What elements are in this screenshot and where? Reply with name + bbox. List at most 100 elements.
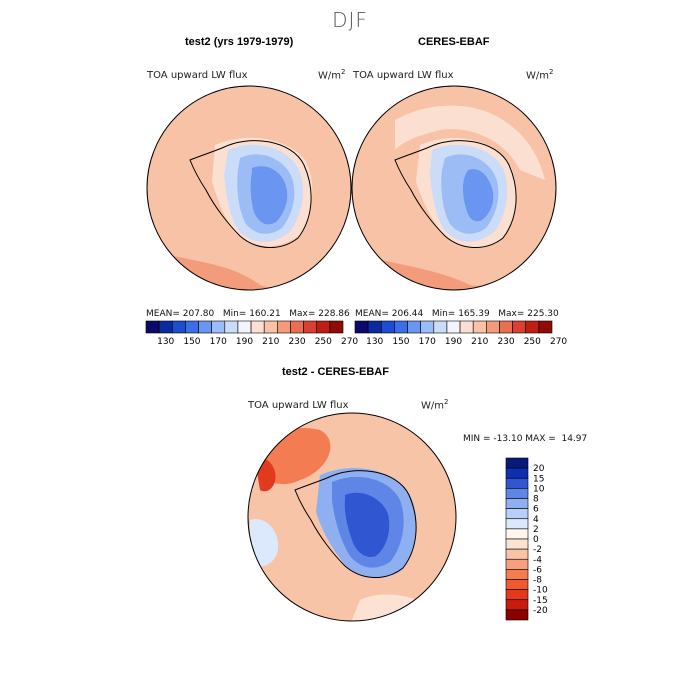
panel1-colorbar-tick-label: 170 xyxy=(210,337,227,347)
panel3-colorbar-swatch xyxy=(505,609,529,621)
panel2-colorbar-swatch xyxy=(354,320,369,334)
panel3-colorbar-swatch xyxy=(505,558,529,570)
panel1-colorbar-swatch xyxy=(316,320,331,334)
panel1-colorbar-swatch xyxy=(224,320,239,334)
panel2-title: CERES-EBAF xyxy=(418,36,490,48)
panel1-colorbar-tick-label: 270 xyxy=(341,337,358,347)
panel3-colorbar-tick-label: -20 xyxy=(533,606,548,616)
panel1-colorbar: 130 150 170 190 210 230 250 270 xyxy=(145,320,358,347)
panel2-colorbar-swatch xyxy=(380,320,395,334)
panel2-colorbar-tick-label: 230 xyxy=(497,337,514,347)
panel1-colorbar-swatch xyxy=(211,320,226,334)
panel2-colorbar-swatch xyxy=(538,320,553,334)
panel3-colorbar-swatch xyxy=(505,579,529,590)
panel1-map xyxy=(147,86,351,290)
panel3-stats: MIN = -13.10 MAX = 14.97 xyxy=(463,434,588,444)
panel3-colorbar-tick-label: 20 xyxy=(533,464,545,474)
panel2-units-exp: 2 xyxy=(549,68,554,76)
panel1-stats: MEAN= 207.80 Min= 160.21 Max= 228.86 xyxy=(146,309,350,319)
panel2-colorbar-swatch xyxy=(459,320,474,334)
panel3-colorbar-tick-label: 2 xyxy=(533,525,539,535)
panel1-colorbar-swatch xyxy=(263,320,278,334)
panel2-colorbar-swatch xyxy=(499,320,513,334)
panel3-colorbar-tick-label: 0 xyxy=(533,535,539,545)
panel3-colorbar-swatch xyxy=(505,498,529,509)
panel3-colorbar-swatch xyxy=(505,599,529,611)
panel2-colorbar-swatch xyxy=(446,320,461,334)
panel2-coastline xyxy=(394,140,517,249)
panel2-units: W/m xyxy=(526,70,549,82)
panel2-colorbar-swatch xyxy=(486,320,500,334)
panel3-map xyxy=(248,413,456,621)
panel2-colorbar-tick-label: 270 xyxy=(550,337,567,347)
panel3-colorbar-swatch xyxy=(505,488,529,499)
panel1-colorbar-tick-label: 190 xyxy=(236,337,253,347)
panel2-colorbar-swatch xyxy=(367,320,382,334)
panel1-variable-label: TOA upward LW flux xyxy=(147,70,248,81)
panel1-colorbar-swatch xyxy=(329,320,344,334)
panel3-colorbar-swatch xyxy=(505,467,529,479)
season-title: DJF xyxy=(332,8,368,32)
panel2-map-border xyxy=(351,85,557,291)
panel1-colorbar-tick-label: 250 xyxy=(315,337,332,347)
panel3-colorbar-tick-label: -4 xyxy=(533,555,542,565)
panel3-colorbar-tick-label: 10 xyxy=(533,484,545,494)
panel3-colorbar-swatch xyxy=(505,508,529,520)
panel2-colorbar-swatch xyxy=(420,320,435,334)
panel1-colorbar-tick-label: 230 xyxy=(288,337,305,347)
panel3-units-label: W/m2 xyxy=(421,398,448,411)
panel1-units-label: W/m2 xyxy=(318,68,345,81)
panel1-map-border xyxy=(146,85,352,291)
panel3-colorbar-tick-label: 15 xyxy=(533,474,544,484)
panel2-colorbar-tick-label: 190 xyxy=(445,337,462,347)
panel2-colorbar-swatch xyxy=(472,320,487,334)
panel3-colorbar-tick-label: -2 xyxy=(533,545,542,555)
panel2-colorbar-tick-label: 170 xyxy=(419,337,436,347)
panel3-colorbar-swatch xyxy=(505,528,529,540)
panel3-map-border xyxy=(247,412,457,622)
panel3-colorbar-swatch xyxy=(505,548,529,560)
panel3-units-exp: 2 xyxy=(444,398,449,406)
panel2-colorbar-tick-label: 150 xyxy=(392,337,409,347)
panel1-units: W/m xyxy=(318,70,341,82)
panel3-colorbar-tick-label: -10 xyxy=(533,586,548,596)
panel1-colorbar-swatch xyxy=(145,320,160,334)
panel2-colorbar: 130 150 170 190 210 230 250 270 xyxy=(354,320,567,347)
panel2-stats: MEAN= 206.44 Min= 165.39 Max= 225.30 xyxy=(355,309,559,319)
panel3-colorbar-swatch xyxy=(505,518,529,530)
panel3-colorbar-swatch xyxy=(505,457,529,469)
panel3-variable-label: TOA upward LW flux xyxy=(248,400,349,411)
panel3-colorbar-tick-label: 8 xyxy=(533,495,539,505)
panel2-variable-label: TOA upward LW flux xyxy=(353,70,454,81)
panel1-title: test2 (yrs 1979-1979) xyxy=(185,36,294,48)
panel3-colorbar-swatch xyxy=(505,477,529,489)
panel1-colorbar-swatch xyxy=(277,320,291,334)
panel1-colorbar-tick-label: 130 xyxy=(157,337,174,347)
panel1-colorbar-swatch xyxy=(198,320,212,334)
panel2-colorbar-swatch xyxy=(525,320,540,334)
panel2-north-light-band xyxy=(395,105,545,180)
panel2-colorbar-tick-label: 210 xyxy=(471,337,488,347)
panel2-colorbar-tick-label: 250 xyxy=(524,337,541,347)
panel2-colorbar-swatch xyxy=(512,320,527,334)
panel3-colorbar-tick-label: -6 xyxy=(533,565,542,575)
panel1-colorbar-tick-label: 210 xyxy=(262,337,279,347)
panel3-colorbar-swatch xyxy=(505,538,529,550)
panel2-colorbar-swatch xyxy=(433,320,448,334)
panel3-colorbar-tick-label: 6 xyxy=(533,505,539,515)
panel2-map xyxy=(352,86,556,290)
panel1-ice-inner xyxy=(250,166,288,225)
panel1-units-exp: 2 xyxy=(341,68,346,76)
panel3-colorbar-swatch xyxy=(505,569,529,580)
panel2-colorbar-swatch xyxy=(407,320,421,334)
panel3-coastline xyxy=(294,470,417,579)
panel3-colorbar-tick-label: -15 xyxy=(533,596,548,606)
panel1-colorbar-swatch xyxy=(171,320,186,334)
panel1-colorbar-swatch xyxy=(250,320,265,334)
panel3-units: W/m xyxy=(421,400,444,412)
panel1-colorbar-swatch xyxy=(303,320,318,334)
panel2-ice-inner xyxy=(463,169,494,222)
panel1-colorbar-swatch xyxy=(185,320,199,334)
panel1-colorbar-swatch xyxy=(237,320,252,334)
